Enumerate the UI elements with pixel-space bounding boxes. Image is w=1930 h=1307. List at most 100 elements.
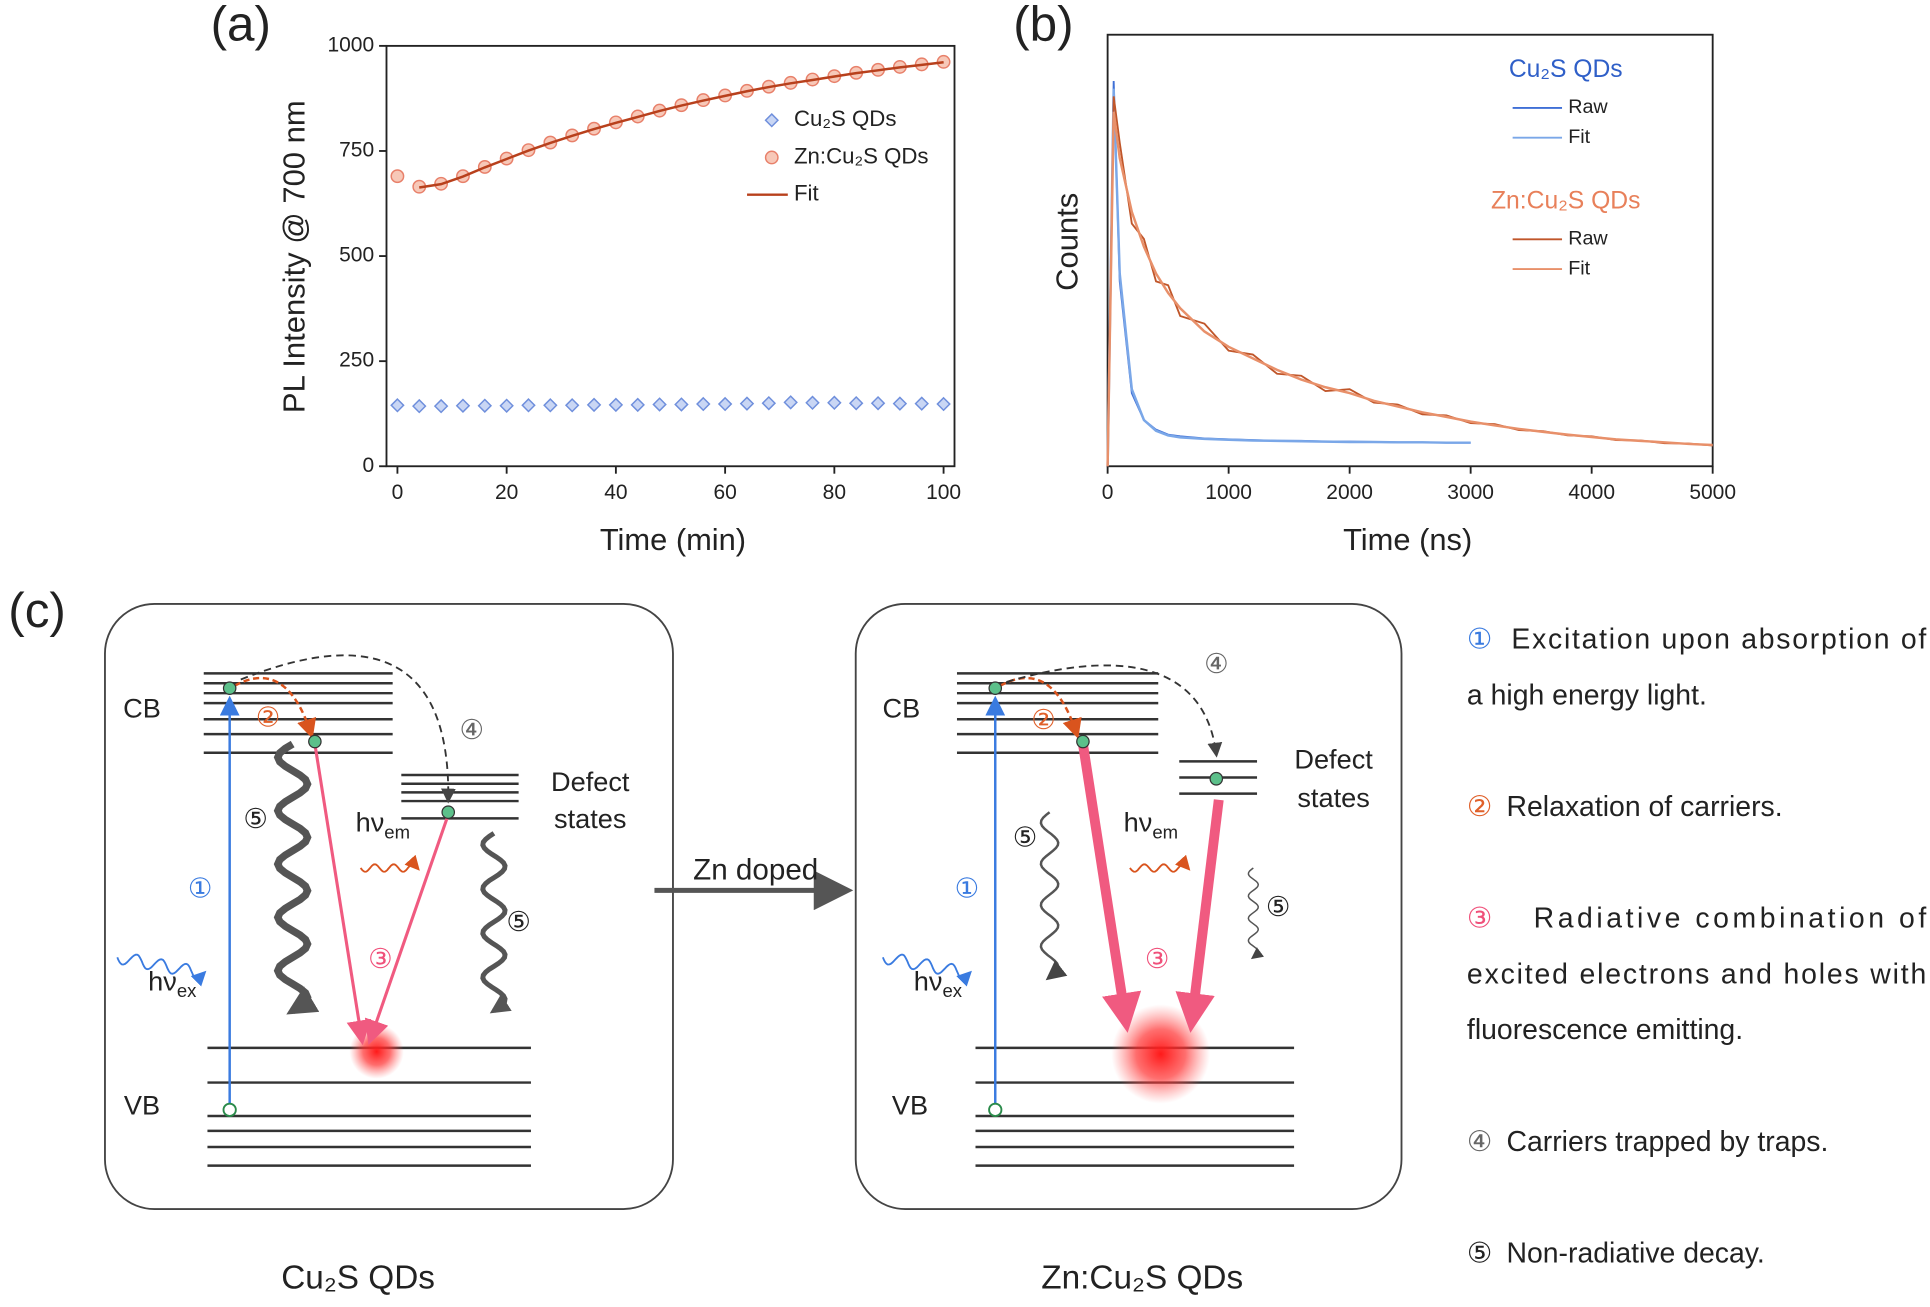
legend-text: excited electrons and holes with [1467,958,1926,990]
data-point [455,398,471,413]
trap-arrow [240,654,456,804]
hv-em: hνem [356,807,410,842]
legend-label: Fit [1568,257,1590,279]
cb-label: CB [123,693,161,724]
step-number: ④ [1204,648,1228,679]
x-tick-label: 0 [392,481,404,504]
y-axis-label: Counts [1050,193,1085,291]
data-point [521,398,536,413]
defect-label: states [554,803,626,834]
step-number: ⑤ [506,906,530,937]
emission-arrow [1078,743,1142,1033]
right-panel: CB VB Defect states hνex hνem ① ② ③ ④ ⑤ … [883,648,1374,1297]
data-point [892,396,908,411]
step-number: ① [955,872,979,903]
wavy-arrow [1129,854,1191,873]
data-line [1106,88,1471,467]
data-point [936,396,951,412]
step-number: ④ [460,714,484,745]
hv-em: hνem [1124,807,1178,842]
y-tick-label: 500 [339,244,374,267]
legend-text: Relaxation of carriers. [1506,791,1782,823]
data-point [827,395,842,411]
vb-label: VB [124,1090,160,1121]
emission-arrow [364,814,450,1046]
data-point [390,169,405,184]
data-point [412,398,427,414]
wavy-arrow [359,854,420,873]
x-axis-label: Time (min) [600,522,746,557]
data-point [652,397,667,412]
x-tick-label: 100 [926,481,961,504]
legend-label: Cu₂S QDs [794,106,896,131]
electron [1076,734,1090,749]
electron [441,805,456,820]
wavy-arrow [480,831,512,1014]
data-point [914,396,929,411]
trap-arrow [1006,664,1223,758]
data-point [696,396,711,412]
panel-box [104,602,674,1210]
step-number: ⑤ [1013,822,1037,853]
data-point [433,398,449,414]
hv-sub: em [1152,821,1178,842]
x-axis-label: Time (ns) [1343,522,1472,557]
panel-box [854,602,1403,1210]
electron [988,681,1003,696]
wavy-arrow [1039,811,1068,981]
legend-number: ② [1467,791,1492,823]
legend-title: Zn:Cu₂S QDs [1491,188,1640,215]
y-axis-label: PL Intensity @ 700 nm [277,100,312,413]
legend-text: fluorescence emitting. [1467,1014,1743,1046]
y-tick-label: 250 [339,349,374,372]
arrow-label: Zn doped [693,854,818,887]
wavy-arrow [882,953,972,987]
emission-glow [349,1024,404,1079]
electron [222,681,237,696]
hv-sub: ex [177,980,197,1001]
legend-title: Cu₂S QDs [1509,56,1623,83]
emission-arrow [1175,799,1224,1033]
hv: hν [1124,807,1153,838]
legend-text: Carriers trapped by traps. [1506,1126,1828,1158]
x-tick-label: 80 [823,481,846,504]
wavy-arrow [116,953,207,987]
panel-label: (a) [211,0,271,51]
cb-label: CB [883,693,921,724]
data-point [630,397,645,413]
data-point [477,398,493,413]
x-tick-label: 4000 [1568,481,1615,504]
step-number: ① [188,872,212,903]
data-point [390,398,405,413]
legend-label: Zn:Cu₂S QDs [794,143,929,168]
hv-sub: em [384,821,410,842]
legend-symbol [764,113,779,128]
hv: hν [356,807,385,838]
data-line [1106,111,1713,467]
step-legend: ① Excitation upon absorption of a high e… [1467,624,1926,1270]
hv-ex: hνex [148,965,197,1000]
step-number: ⑤ [243,803,267,834]
hole [988,1102,1003,1117]
x-tick-label: 2000 [1326,481,1373,504]
defect-label: Defect [551,766,630,797]
data-point [848,395,864,411]
electron [308,734,322,749]
step-number: ③ [1145,943,1169,974]
x-tick-label: 60 [713,481,736,504]
data-point [805,395,820,411]
legend-number: ① [1467,624,1492,656]
data-point [870,395,886,411]
legend-number: ④ [1467,1126,1492,1158]
left-panel: CB VB Defect states hνex hνem ① ② ③ ④ ⑤ … [123,654,630,1297]
x-tick-label: 5000 [1689,481,1736,504]
y-tick-label: 1000 [327,33,374,56]
vb-label: VB [892,1090,928,1121]
hole [222,1102,237,1117]
data-point [717,396,733,412]
x-tick-label: 20 [495,481,518,504]
plot-frame [1106,33,1714,468]
data-point [608,397,624,413]
legend-text: Radiative combination of [1534,903,1927,935]
